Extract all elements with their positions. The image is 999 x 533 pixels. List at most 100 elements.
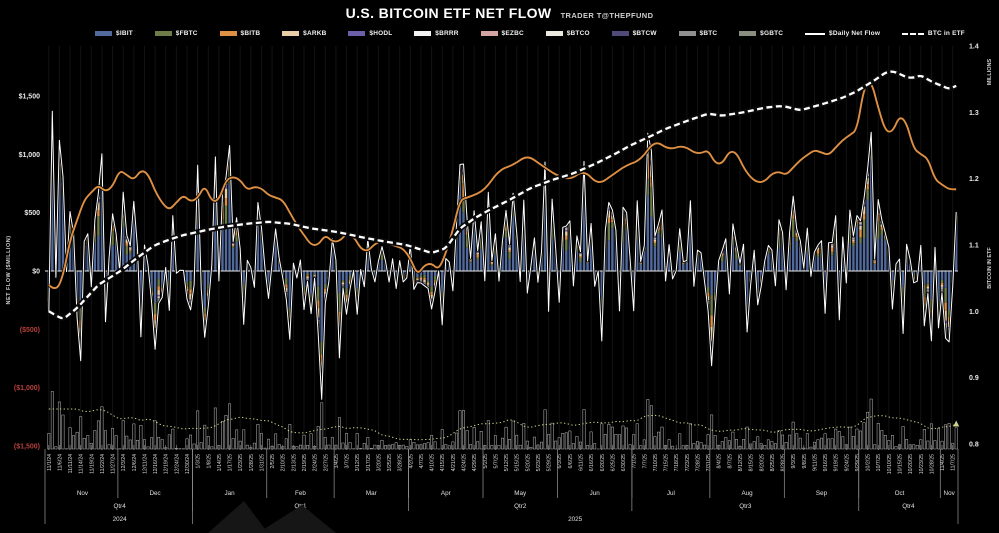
x-axis-date-label: 1/31/25	[259, 454, 265, 471]
x-axis-zone-label: Jul	[667, 490, 675, 497]
left-axis-tick: ($500)	[20, 327, 40, 334]
legend-item--daily-net-flow[interactable]: $Daily Net Flow	[805, 30, 880, 37]
right-axis-tick: 0.8	[969, 442, 979, 449]
x-axis-date-label: 1/17/25	[228, 454, 234, 471]
x-axis-date-label: 5/29/25	[547, 454, 553, 471]
x-axis-date-label: 3/25/25	[387, 454, 393, 471]
x-axis-date-label: 1/14/25	[217, 454, 223, 471]
x-axis-date-label: 7/15/25	[664, 454, 670, 471]
x-axis-zone-label: Qtr3	[739, 503, 752, 510]
x-axis-date-label: 10/20/25	[908, 454, 914, 474]
legend-label: $Daily Net Flow	[829, 30, 881, 37]
right-axis-tick: 1.0	[969, 309, 979, 316]
legend-item-btc[interactable]: $BTC	[678, 30, 718, 37]
legend-item-gbtc[interactable]: $GBTC	[739, 30, 783, 37]
x-axis-date-label: 3/4/25	[334, 454, 340, 469]
x-axis-date-label: 2/5/25	[270, 454, 276, 469]
x-axis-date-label: 10/10/25	[887, 454, 893, 474]
legend-label: $GBTC	[760, 30, 784, 37]
x-axis-date-label: 10/28/25	[929, 454, 935, 474]
x-axis-date-label: 2/27/25	[323, 454, 329, 471]
right-axis-tick: 1.4	[969, 44, 979, 51]
x-axis-date-label: 10/2/25	[866, 454, 872, 471]
x-axis-zone-label: Jan	[224, 490, 235, 497]
x-axis-date-label: 10/15/25	[898, 454, 904, 474]
legend-label: $BITB	[240, 30, 261, 37]
x-axis-date-label: 4/10/25	[430, 454, 436, 471]
x-axis-date-label: 8/7/25	[727, 454, 733, 469]
x-axis-date-label: 4/15/25	[440, 454, 446, 471]
x-axis-date-label: 7/7/25	[642, 454, 648, 469]
left-axis-tick: $1,500	[19, 94, 41, 101]
x-axis-date-label: 5/15/25	[515, 454, 521, 471]
legend-item-brrr[interactable]: $BRRR	[414, 30, 458, 37]
page-subtitle: TRADER T@THEPFUND	[560, 11, 654, 20]
volume-end-marker-icon	[953, 420, 960, 427]
x-axis-date-label: 7/18/25	[674, 454, 680, 471]
x-axis-date-label: 7/10/25	[653, 454, 659, 471]
legend-item-arkb[interactable]: $ARKB	[282, 30, 326, 37]
x-axis-date-label: 12/3/24	[121, 454, 127, 471]
x-axis-date-label: 2/19/25	[302, 454, 308, 471]
x-axis-zone-label: Qtr4	[114, 503, 127, 510]
x-axis-date-label: 9/3/25	[791, 454, 797, 469]
x-axis-date-label: 12/19/24	[164, 454, 170, 474]
left-axis-tick: ($1,500)	[14, 444, 40, 451]
x-axis-date-label: 10/7/25	[876, 454, 882, 471]
legend-label: $FBTC	[175, 30, 198, 37]
x-axis-zone-label: Nov	[944, 490, 956, 497]
legend-item-btco[interactable]: $BTCO	[545, 30, 590, 37]
x-axis-date-label: 4/24/25	[462, 454, 468, 471]
x-axis-date-label: 4/21/25	[451, 454, 457, 471]
x-axis-date-label: 12/16/24	[153, 454, 159, 474]
daily-net-flow-line	[48, 110, 957, 400]
legend-item-ezbc[interactable]: $EZBC	[480, 30, 524, 37]
x-axis-date-label: 3/28/25	[398, 454, 404, 471]
overlay-lines	[45, 68, 958, 401]
right-axis-tick: 1.2	[969, 176, 979, 183]
x-axis-date-label: 3/7/25	[345, 454, 351, 469]
btc-price-line	[48, 82, 957, 290]
legend-label: $BTCO	[566, 30, 590, 37]
legend-label: $BTC	[699, 30, 718, 37]
x-axis-date-label: 5/2/25	[483, 454, 489, 469]
btc-in-etf-line	[48, 70, 957, 320]
legend-item-hodl[interactable]: $HODL	[348, 30, 392, 37]
x-axis-date-label: 11/14/24	[79, 454, 85, 474]
x-axis-zone-label: Qtr2	[514, 503, 527, 510]
x-axis-date-label: 10/23/25	[919, 454, 925, 474]
legend-swatch	[95, 31, 112, 36]
legend-label: $BRRR	[435, 30, 459, 37]
x-axis-date-label: 11/7/25	[951, 454, 957, 471]
legend-item-btcw[interactable]: $BTCW	[611, 30, 657, 37]
x-axis-zone-label: Jun	[590, 490, 601, 497]
legend-item-btc-in-etf[interactable]: BTC in ETF	[901, 30, 965, 37]
legend-swatch	[545, 31, 563, 36]
legend-swatch	[154, 31, 172, 36]
x-axis-date-label: 12/6/24	[132, 454, 138, 471]
legend-swatch	[611, 31, 629, 36]
volume-strip	[47, 391, 960, 450]
x-axis-date-label: 11/1/24	[47, 454, 53, 471]
x-axis-date-label: 3/12/25	[355, 454, 361, 471]
x-axis-date-label: 8/28/25	[781, 454, 787, 471]
left-axis-title: NET FLOW ($MILLION)	[6, 235, 12, 304]
x-axis-date-label: 11/4/25	[940, 454, 946, 471]
x-axis-date-label: 12/11/24	[142, 454, 148, 474]
left-axis-tick: $1,000	[19, 152, 41, 159]
legend-swatch	[219, 31, 237, 36]
right-axis-tick: 1.1	[969, 243, 979, 250]
legend-item-ibit[interactable]: $IBIT	[95, 30, 133, 37]
x-axis-date-label: 2/24/25	[313, 454, 319, 471]
legend-item-bitb[interactable]: $BITB	[219, 30, 261, 37]
right-axis-title: BITCOIN IN ETF	[987, 247, 993, 289]
x-axis-date-label: 8/20/25	[759, 454, 765, 471]
legend-label: BTC in ETF	[927, 30, 965, 37]
x-axis-date-label: 4/29/25	[472, 454, 478, 471]
x-axis-zone-label: Dec	[150, 490, 161, 497]
x-axis-date-label: 6/30/25	[621, 454, 627, 471]
legend-item-fbtc[interactable]: $FBTC	[154, 30, 198, 37]
x-axis-date-label: 1/23/25	[238, 454, 244, 471]
x-axis-zone-label: Mar	[366, 490, 377, 497]
